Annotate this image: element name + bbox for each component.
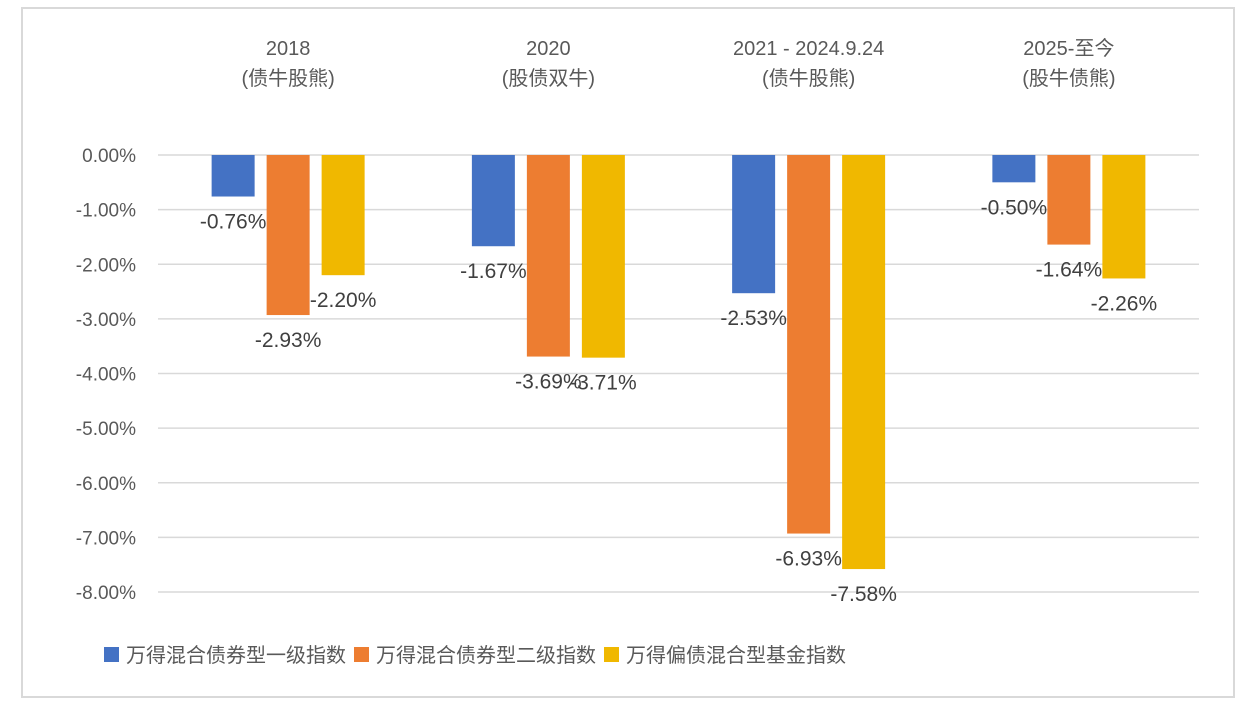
category-label-line1: 2018	[266, 38, 311, 60]
data-label: -2.26%	[1091, 292, 1158, 315]
bar	[732, 155, 776, 294]
y-axis-ticks: 0.00% -1.00% -2.00% -3.00% -4.00% -5.00% -6.00…	[76, 146, 136, 604]
data-label: -2.53%	[720, 307, 787, 330]
legend-label: 万得混合债券型二级指数	[376, 643, 596, 667]
y-tick-label: -1.00%	[76, 201, 136, 222]
bar	[842, 155, 886, 570]
data-label: -7.58%	[830, 583, 897, 606]
bar	[581, 155, 625, 358]
category-label-line2: (债牛股熊)	[762, 67, 855, 90]
data-label: -3.69%	[515, 371, 582, 394]
category-labels: 2018 (债牛股熊) 2020 (股债双牛) 2021 - 2024.9.24 (债牛股…	[241, 37, 1115, 90]
y-tick-label: -6.00%	[76, 474, 136, 495]
legend-swatch	[354, 647, 369, 662]
bar	[992, 155, 1036, 183]
bar	[526, 155, 570, 357]
category-label-line2: (股牛债熊)	[1022, 67, 1115, 90]
legend-swatch	[104, 647, 119, 662]
y-tick-label: -8.00%	[76, 583, 136, 604]
legend-label: 万得混合债券型一级指数	[126, 643, 346, 667]
y-tick-label: -3.00%	[76, 310, 136, 331]
data-label: -2.93%	[255, 329, 322, 352]
category-label-line2: (股债双牛)	[502, 67, 595, 90]
chart-frame	[21, 7, 1235, 698]
y-tick-label: -4.00%	[76, 365, 136, 386]
category-label-line1: 2020	[526, 38, 571, 60]
data-label: -6.93%	[775, 548, 842, 571]
data-label: -1.64%	[1036, 259, 1103, 282]
category-label-line1: 2021 - 2024.9.24	[733, 38, 884, 60]
y-tick-label: -7.00%	[76, 528, 136, 549]
bar	[266, 155, 310, 316]
data-label: -2.20%	[310, 289, 377, 312]
gridlines	[158, 154, 1199, 593]
bar	[1047, 155, 1091, 245]
data-labels: -0.76% -2.93% -2.20% -1.67% -3.69%-3.71% -2.5…	[200, 196, 1157, 606]
data-label: -3.71%	[570, 372, 637, 395]
bar	[1102, 155, 1146, 279]
bar	[787, 155, 831, 534]
data-label: -0.76%	[200, 211, 267, 234]
y-tick-label: -2.00%	[76, 255, 136, 276]
legend-label: 万得偏债混合型基金指数	[626, 643, 846, 667]
category-label-line2: (债牛股熊)	[241, 67, 334, 90]
y-tick-label: 0.00%	[82, 146, 136, 167]
legend-swatch	[604, 647, 619, 662]
bar	[211, 155, 255, 197]
bar	[321, 155, 365, 276]
bar	[471, 155, 515, 247]
data-label: -0.50%	[981, 196, 1048, 219]
category-label-line1: 2025-至今	[1023, 37, 1114, 60]
legend: 万得混合债券型一级指数 万得混合债券型二级指数 万得偏债混合型基金指数	[104, 643, 846, 667]
y-tick-label: -5.00%	[76, 419, 136, 440]
data-label: -1.67%	[460, 260, 527, 283]
bars	[211, 155, 1146, 570]
